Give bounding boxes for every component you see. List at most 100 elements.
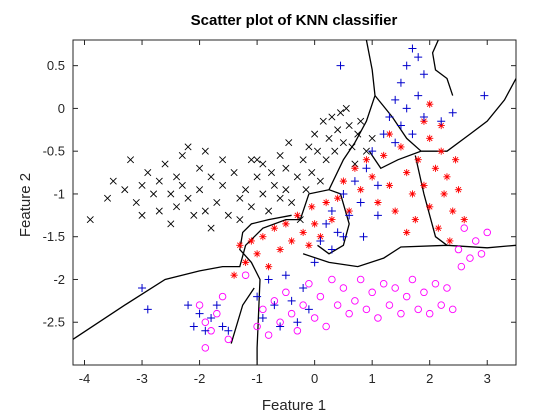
x-tick-label: 1 — [369, 371, 376, 386]
point-3-37 — [408, 44, 417, 53]
point-0-28 — [213, 198, 221, 207]
point-1-31 — [403, 168, 411, 177]
point-2-38 — [425, 309, 434, 318]
point-1-34 — [414, 156, 422, 164]
point-3-52 — [373, 211, 382, 220]
point-1-22 — [351, 164, 359, 172]
decision-boundaries — [73, 40, 516, 365]
point-3-32 — [379, 130, 388, 139]
point-0-30 — [219, 181, 227, 189]
point-0-67 — [339, 139, 347, 147]
point-3-33 — [385, 112, 394, 121]
point-0-4 — [127, 156, 135, 164]
point-3-43 — [414, 91, 423, 100]
point-0-66 — [337, 109, 345, 117]
point-3-36 — [402, 61, 411, 70]
point-2-29 — [374, 314, 382, 322]
point-2-4 — [201, 344, 210, 352]
point-0-9 — [150, 190, 158, 198]
point-0-26 — [207, 173, 215, 181]
point-0-62 — [325, 134, 333, 142]
point-2-34 — [402, 292, 411, 301]
point-2-26 — [356, 275, 365, 284]
point-0-75 — [368, 134, 376, 142]
point-1-50 — [403, 228, 411, 237]
point-3-29 — [362, 164, 371, 173]
point-1-6 — [265, 263, 273, 271]
point-3-39 — [419, 70, 428, 79]
point-3-24 — [333, 228, 342, 237]
boundary-line-5 — [302, 244, 516, 268]
point-1-18 — [328, 216, 336, 224]
point-2-37 — [420, 288, 428, 297]
point-1-0 — [230, 271, 238, 279]
point-3-25 — [339, 189, 348, 198]
x-tick-label: 0 — [311, 371, 318, 386]
point-0-32 — [230, 169, 238, 177]
point-1-20 — [339, 177, 348, 185]
point-0-27 — [207, 224, 215, 232]
y-axis-ticks: -2.5 -2 -1.5 -1 -0.5 0 0.5 — [43, 58, 516, 330]
point-3-16 — [287, 296, 296, 305]
point-1-43 — [449, 207, 457, 215]
x-axis-ticks: -4 -3 -2 -1 0 1 2 3 — [79, 40, 491, 386]
point-0-52 — [296, 216, 304, 224]
point-0-39 — [253, 156, 261, 164]
point-2-16 — [299, 301, 307, 309]
point-1-37 — [426, 134, 434, 142]
point-0-37 — [247, 203, 255, 211]
point-0-19 — [184, 143, 192, 151]
point-0-47 — [282, 164, 290, 172]
point-2-10 — [264, 331, 273, 339]
point-0-21 — [190, 211, 198, 219]
y-tick-label: -1.5 — [43, 229, 65, 244]
point-0-34 — [236, 216, 244, 224]
point-3-48 — [480, 91, 489, 100]
point-3-14 — [276, 322, 285, 331]
point-0-60 — [319, 117, 327, 125]
point-1-19 — [334, 194, 342, 202]
point-3-18 — [299, 284, 308, 293]
point-0-51 — [293, 173, 301, 181]
boundary-line-3 — [230, 287, 255, 344]
point-3-46 — [327, 245, 336, 254]
x-tick-label: -1 — [251, 371, 263, 386]
point-3-21 — [316, 236, 325, 245]
point-3-12 — [264, 275, 273, 284]
point-3-45 — [391, 138, 400, 147]
x-tick-label: 3 — [484, 371, 491, 386]
point-0-50 — [288, 198, 296, 207]
boundary-line-0 — [73, 40, 376, 340]
point-2-20 — [322, 322, 330, 331]
y-tick-label: -1 — [53, 186, 65, 201]
point-1-42 — [443, 173, 451, 181]
point-2-22 — [333, 301, 342, 309]
point-2-47 — [477, 250, 486, 258]
point-0-42 — [265, 207, 273, 215]
point-2-36 — [414, 305, 422, 314]
point-0-17 — [178, 151, 186, 159]
point-2-24 — [345, 309, 353, 318]
point-0-13 — [167, 190, 175, 198]
point-0-16 — [173, 203, 181, 211]
point-2-48 — [483, 228, 491, 237]
point-2-14 — [287, 309, 296, 318]
point-1-45 — [454, 186, 463, 194]
point-1-24 — [362, 156, 371, 164]
point-3-5 — [201, 326, 210, 335]
point-0-7 — [138, 211, 146, 219]
chart-title: Scatter plot of KNN classifier — [191, 12, 398, 29]
point-1-10 — [288, 237, 296, 245]
x-tick-label: -2 — [194, 371, 206, 386]
point-0-22 — [196, 164, 204, 172]
point-0-12 — [161, 160, 169, 168]
point-1-8 — [276, 245, 284, 254]
point-2-15 — [293, 327, 302, 335]
point-1-4 — [253, 250, 261, 258]
point-0-55 — [305, 143, 313, 151]
point-1-1 — [236, 241, 244, 249]
point-3-40 — [396, 121, 405, 130]
point-2-32 — [391, 284, 399, 292]
point-0-18 — [178, 181, 186, 189]
